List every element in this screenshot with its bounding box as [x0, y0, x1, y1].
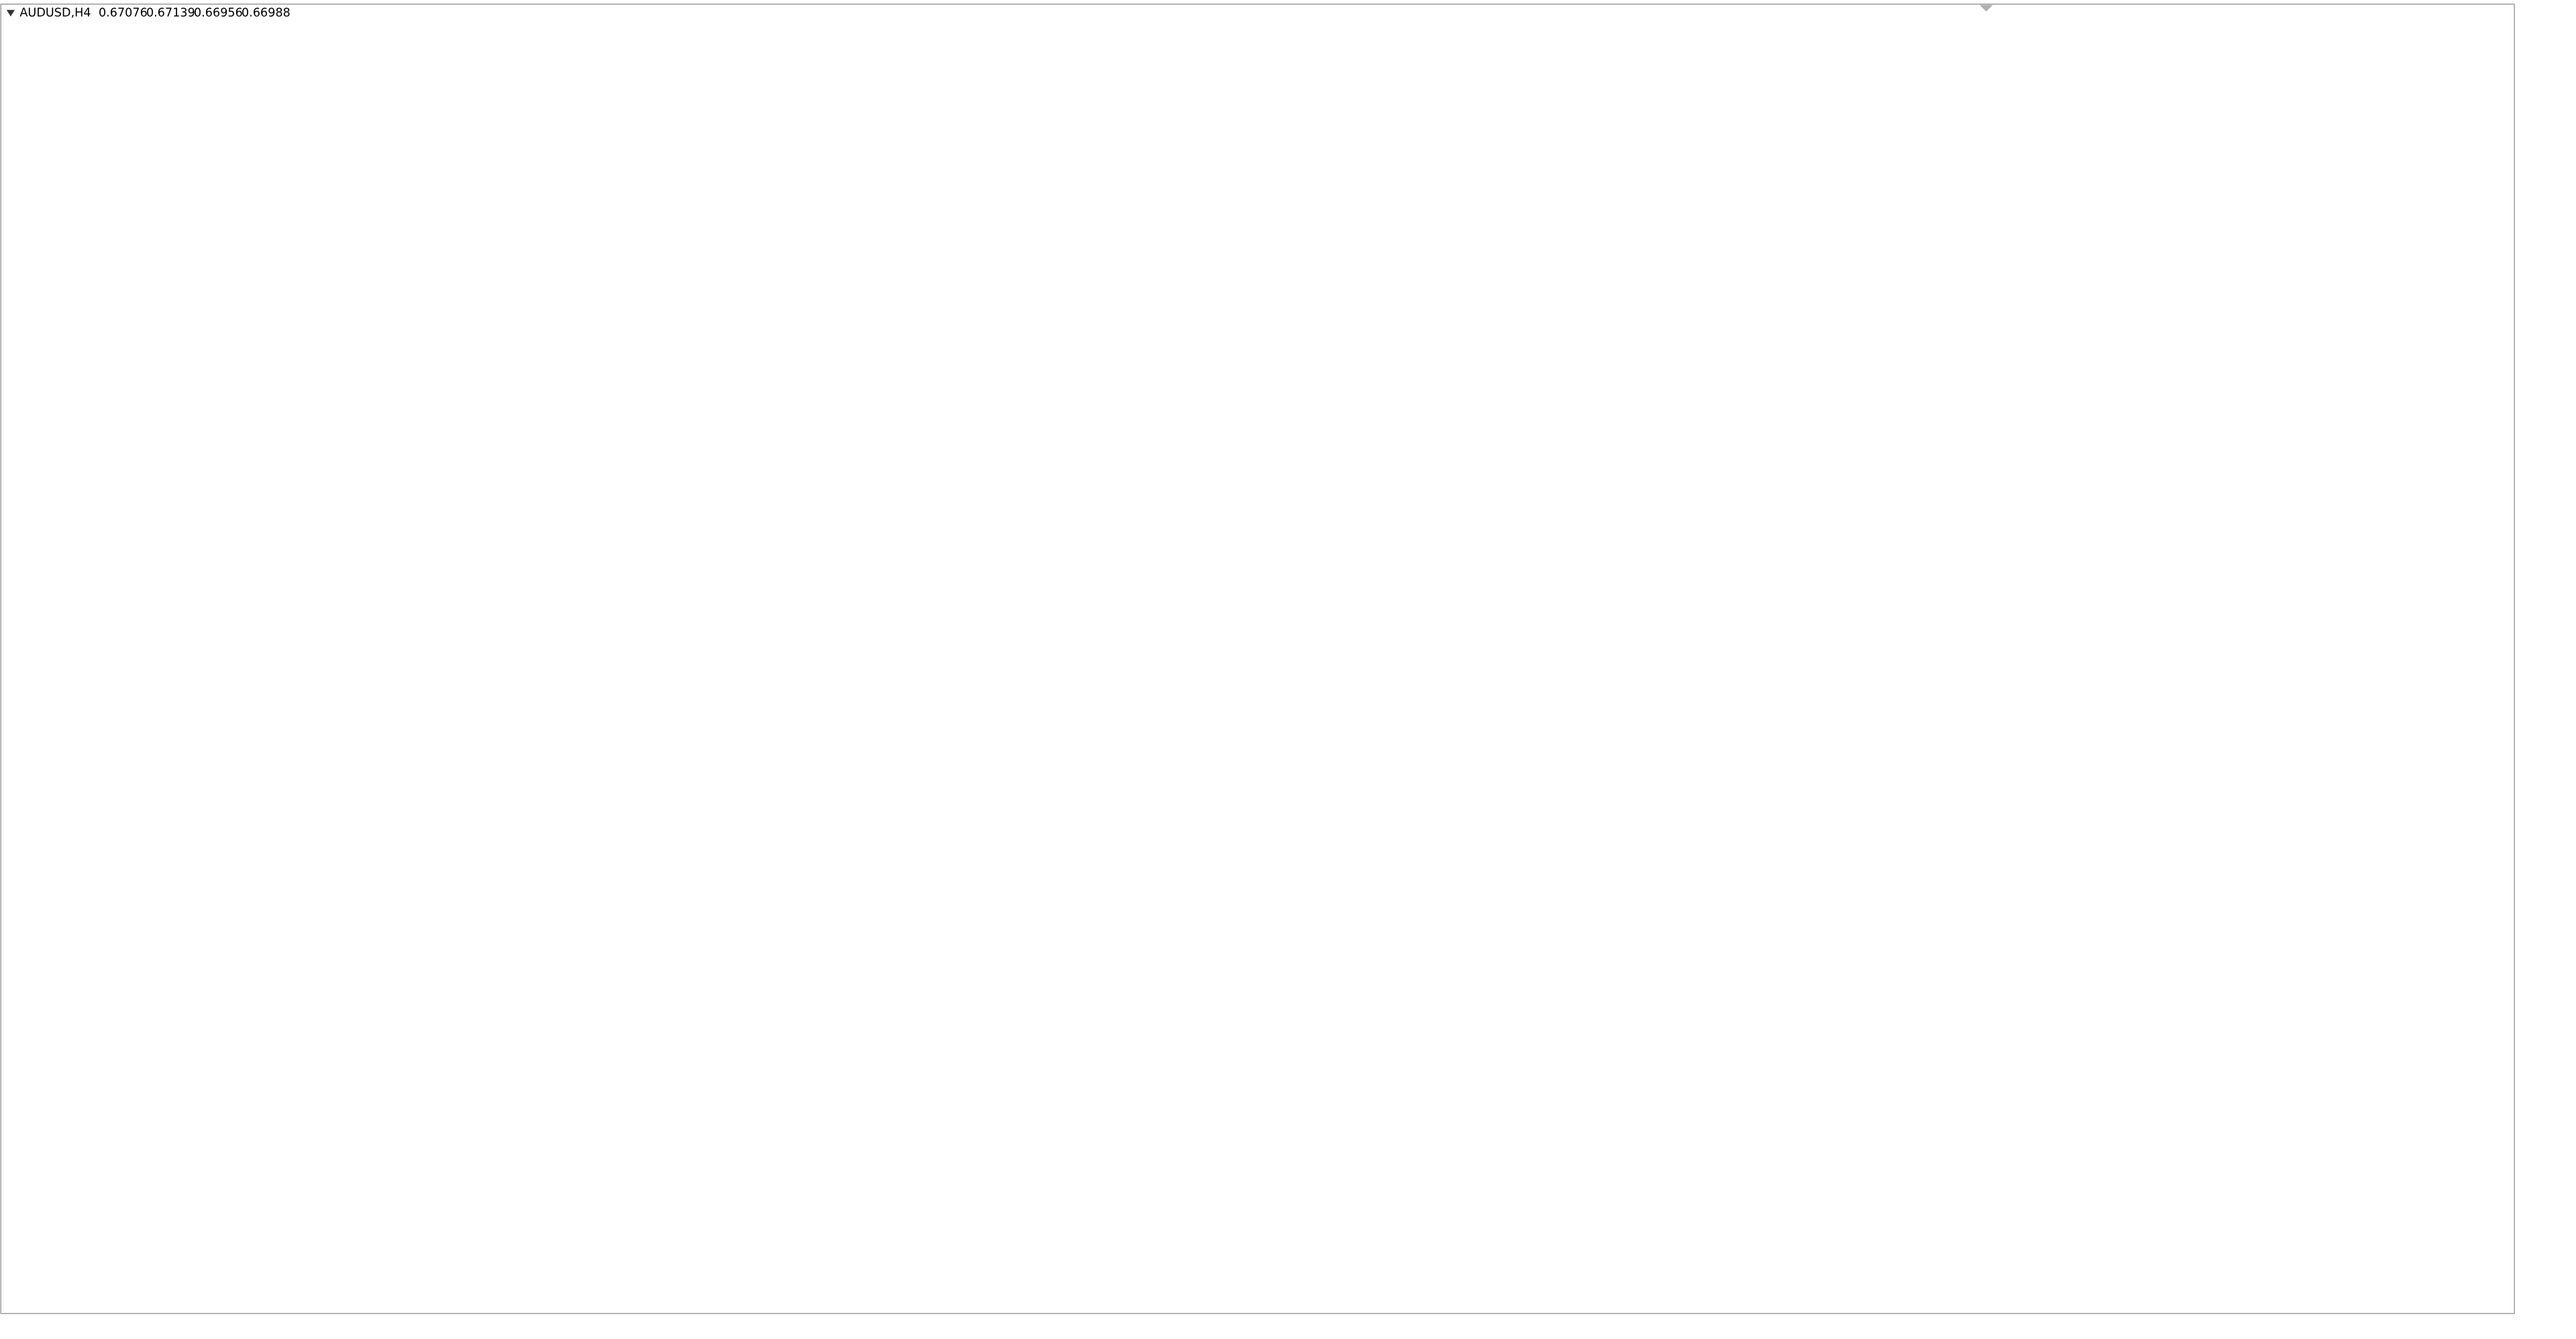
high: 0.67139	[146, 7, 195, 20]
menu-triangle[interactable]	[6, 9, 15, 17]
header: AUDUSD,H4 0.67076 0.67139 0.66956 0.6698…	[6, 7, 290, 20]
low: 0.66956	[194, 7, 243, 20]
shift-marker	[1980, 5, 1993, 12]
chart-frame	[0, 3, 2515, 1314]
close: 0.66988	[241, 7, 290, 20]
symbol: AUDUSD,H4	[19, 7, 91, 20]
open: 0.67076	[99, 7, 148, 20]
